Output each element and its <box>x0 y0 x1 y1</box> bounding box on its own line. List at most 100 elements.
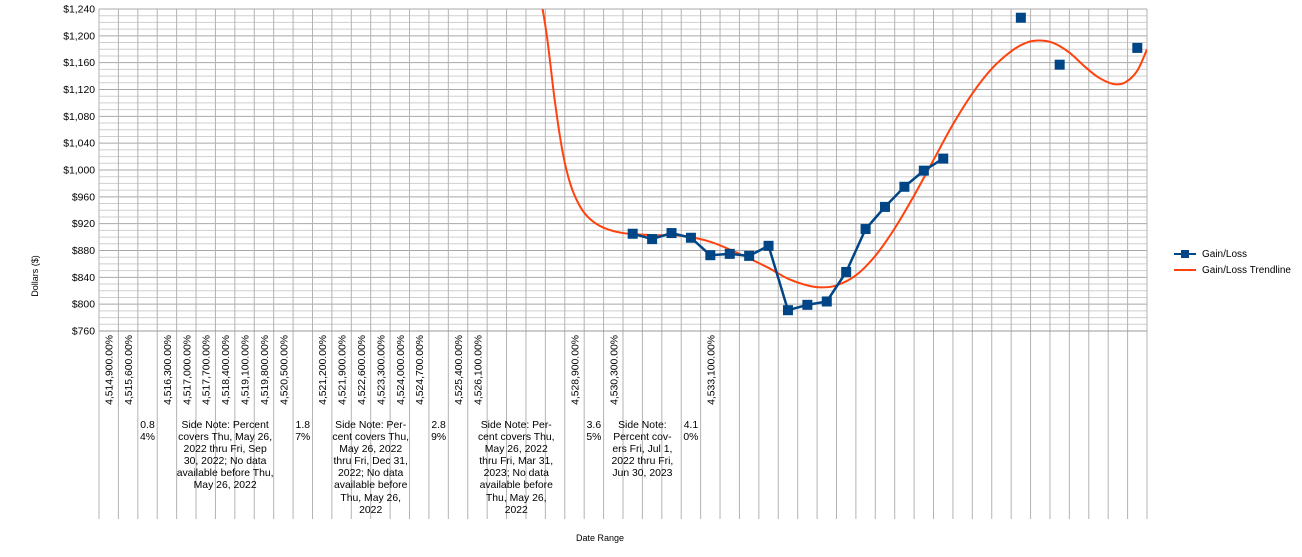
x-percent-label: 7% <box>295 432 310 443</box>
x-tick-label: 4,526,100.00% <box>473 335 484 405</box>
side-note-line: 30, 2022; No data <box>183 456 267 468</box>
y-tick-label: $800 <box>72 300 95 311</box>
y-axis-label: Dollars ($) <box>30 255 40 297</box>
side-note-line: thru Fri, Dec 31, <box>333 456 408 468</box>
x-tick-label: 4,514,900.00% <box>105 335 116 405</box>
side-note: Side Note: Percent cov-ers Fri, Jul 1, 202… <box>604 420 682 480</box>
y-tick-label: $1,240 <box>63 5 95 16</box>
y-tick-label: $960 <box>72 192 95 203</box>
gain-loss-point <box>841 266 852 277</box>
grid <box>98 8 1148 519</box>
side-note-line: Side Note: Percent <box>181 420 269 431</box>
side-note: Side Note: Per-cent covers Thu, May 26, 2… <box>448 420 584 517</box>
side-note-line: available before Thu, <box>176 468 274 480</box>
x-tick-label: 4,530,300.00% <box>609 335 620 405</box>
y-tick-label: $1,160 <box>63 58 95 69</box>
series <box>541 9 1147 316</box>
legend-item-gain-loss: Gain/Loss <box>1174 246 1291 262</box>
legend-item-trendline: Gain/Loss Trendline <box>1174 262 1291 278</box>
side-note-line: thru Fri, Mar 31, <box>479 456 554 468</box>
trendline <box>541 9 1147 289</box>
x-tick-label: 4,519,800.00% <box>260 335 271 405</box>
side-note-line: Thu, May 26, <box>340 492 401 504</box>
x-tick-label: 4,519,100.00% <box>241 335 252 405</box>
x-tick-labels: 4,514,900.00% 4,515,600.00% 4,516,300.00% 4… <box>105 335 718 443</box>
x-tick-label: 4,528,900.00% <box>570 335 581 405</box>
x-tick-label: 4,524,000.00% <box>396 335 407 405</box>
side-note-line: 2022 <box>504 504 528 516</box>
x-tick-label: 4,515,600.00% <box>124 335 135 405</box>
side-note-line: cent covers Thu, <box>477 432 555 444</box>
y-tick-label: $920 <box>72 219 95 230</box>
x-axis-label: Date Range <box>576 533 624 543</box>
legend-marker-gain-loss <box>1174 247 1196 261</box>
gain-loss-point <box>938 153 949 164</box>
x-percent-label: 3.6 <box>587 420 602 431</box>
side-note-line: May 26, 2022 <box>339 444 403 456</box>
gain-loss-point <box>705 250 716 261</box>
gain-loss-point <box>880 201 890 212</box>
side-note-line: Percent cov- <box>613 432 672 444</box>
side-note-line: covers Thu, May 26, <box>178 432 273 444</box>
legend-label-gain-loss: Gain/Loss <box>1202 248 1248 260</box>
gain-loss-point <box>1054 59 1065 70</box>
gain-loss-point <box>802 299 813 310</box>
legend-label-trendline: Gain/Loss Trendline <box>1202 264 1291 276</box>
side-note: Side Note: Per-cent covers Thu, May 26, 2… <box>312 420 428 517</box>
y-tick-label: $1,200 <box>63 31 95 42</box>
y-tick-label: $880 <box>72 246 95 257</box>
side-note-line: 2022 <box>359 504 383 516</box>
gain-loss-point <box>685 232 696 243</box>
gain-loss-point <box>821 296 832 307</box>
gain-loss-point <box>666 228 677 239</box>
x-tick-label: 4,520,500.00% <box>279 335 290 405</box>
y-tick-label: $840 <box>72 273 95 284</box>
side-note-line: available before <box>479 480 553 492</box>
x-percent-label: 0.8 <box>140 420 155 431</box>
gain-loss-point <box>1132 42 1143 53</box>
side-note-line: May 26, 2022 <box>484 444 548 456</box>
side-note-line: 2023; No data <box>483 468 549 480</box>
side-note-line: Thu, May 26, <box>485 492 547 504</box>
gain-loss-point <box>647 234 658 245</box>
y-tick-labels: $760 $800 $840 $880 $920 $960 $1,000 $1,040 $1,0… <box>63 5 95 338</box>
side-note-line: Side Note: Per- <box>480 420 552 431</box>
x-tick-label: 4,533,100.00% <box>706 335 717 405</box>
x-tick-label: 4,522,600.00% <box>357 335 368 405</box>
side-note-line: ers Fri, Jul 1, <box>612 444 673 456</box>
side-note-line: 2022 thru Fri, Sep <box>183 444 267 456</box>
x-tick-label: 4,521,900.00% <box>338 335 349 405</box>
x-tick-label: 4,524,700.00% <box>415 335 426 405</box>
gain-loss-point <box>627 228 638 239</box>
gain-loss-line <box>632 157 944 312</box>
x-percent-label: 9% <box>431 432 446 443</box>
side-note-line: May 26, 2022 <box>193 480 257 492</box>
x-tick-label: 4,523,300.00% <box>376 335 387 405</box>
x-tick-label: 4,516,300.00% <box>163 335 174 405</box>
side-note-line: cent covers Thu, <box>332 432 409 444</box>
y-tick-label: $760 <box>72 327 95 338</box>
x-percent-label: 5% <box>586 432 601 443</box>
x-percent-label: 1.8 <box>296 420 311 431</box>
gain-loss-point <box>744 250 755 261</box>
side-note-line: Side Note: Per- <box>335 420 407 431</box>
gain-loss-point <box>1015 12 1026 23</box>
gain-loss-point <box>899 181 910 192</box>
x-percent-label: 2.8 <box>431 420 446 431</box>
y-tick-label: $1,120 <box>63 85 95 96</box>
gain-loss-point <box>763 240 774 251</box>
legend: Gain/Loss Gain/Loss Trendline <box>1174 246 1291 278</box>
x-tick-label: 4,525,400.00% <box>454 335 465 405</box>
x-tick-label: 4,517,700.00% <box>202 335 213 405</box>
x-tick-label: 4,518,400.00% <box>221 335 232 405</box>
x-percent-label: 4% <box>140 432 155 443</box>
gain-loss-point <box>918 165 929 176</box>
gain-loss-point <box>782 305 793 316</box>
side-note: Side Note: Percent covers Thu, May 26, 202… <box>157 420 293 493</box>
gain-loss-point <box>860 224 871 235</box>
side-note-line: 2022 thru Fri, <box>611 456 674 468</box>
x-percent-label: 0% <box>683 432 698 443</box>
y-tick-label: $1,000 <box>63 166 95 177</box>
